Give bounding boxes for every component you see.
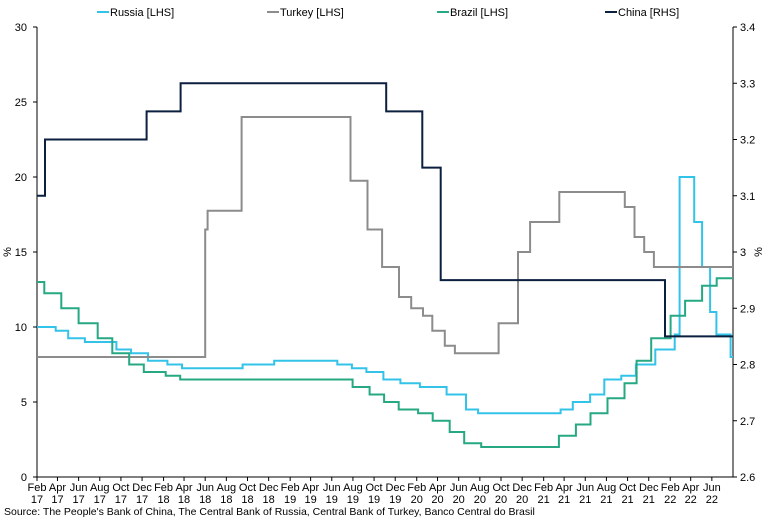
x-tick-label-month: Dec xyxy=(385,482,405,494)
series-layer xyxy=(37,82,733,448)
y-left-tick-label: 30 xyxy=(15,22,27,34)
x-tick-label-year: 17 xyxy=(115,494,127,506)
x-tick-label-year: 20 xyxy=(431,494,443,506)
y-axis-right-title: % xyxy=(753,247,765,257)
x-tick-label-year: 19 xyxy=(304,494,316,506)
x-tick-label-month: Aug xyxy=(217,482,237,494)
y-left-tick-label: 0 xyxy=(21,472,27,484)
y-right-tick-label: 2.7 xyxy=(740,416,755,428)
y-right-tick-label: 3.2 xyxy=(740,135,755,147)
x-tick-label-year: 17 xyxy=(94,494,106,506)
x-tick-label-month: Aug xyxy=(470,482,490,494)
legend-label: Russia [LHS] xyxy=(110,7,174,19)
x-tick-label-month: Jun xyxy=(196,482,214,494)
y-right-tick-label: 3.3 xyxy=(740,78,755,90)
x-tick-label-month: Feb xyxy=(28,482,47,494)
legend-label: Turkey [LHS] xyxy=(280,7,344,19)
x-tick-label-year: 22 xyxy=(706,494,718,506)
y-left-tick-label: 10 xyxy=(15,322,27,334)
x-tick-label-month: Apr xyxy=(49,482,66,494)
x-tick-label-year: 18 xyxy=(157,494,169,506)
x-tick-label-year: 21 xyxy=(600,494,612,506)
x-tick-label-month: Apr xyxy=(302,482,319,494)
x-tick-label-year: 20 xyxy=(474,494,486,506)
x-tick-label-year: 21 xyxy=(579,494,591,506)
x-tick-label-month: Oct xyxy=(492,482,509,494)
x-tick-label-month: Feb xyxy=(407,482,426,494)
series-line-turkey xyxy=(37,116,733,358)
x-tick-label-year: 17 xyxy=(136,494,148,506)
x-tick-label-month: Feb xyxy=(534,482,553,494)
x-tick-label-year: 19 xyxy=(389,494,401,506)
x-tick-label-month: Feb xyxy=(281,482,300,494)
x-tick-label-month: Oct xyxy=(112,482,129,494)
x-tick-label-year: 18 xyxy=(263,494,275,506)
x-tick-label-month: Dec xyxy=(259,482,279,494)
x-tick-label-month: Aug xyxy=(597,482,617,494)
source-note: Source: The People's Bank of China, The … xyxy=(4,506,535,518)
axes: 0 5 10 15 20 25 30 2.6 2.7 2.8 2.9 3 3.1 3.2 3.3 3.4% % F… xyxy=(2,22,765,506)
y-right-tick-label: 2.9 xyxy=(740,303,755,315)
x-tick-label-year: 17 xyxy=(72,494,84,506)
x-tick-label-year: 18 xyxy=(199,494,211,506)
x-tick-label-year: 21 xyxy=(558,494,570,506)
series-line-china xyxy=(37,82,733,338)
series-line-brazil xyxy=(37,277,733,448)
y-right-tick-label: 3 xyxy=(740,247,746,259)
x-tick-label-month: Apr xyxy=(682,482,699,494)
x-tick-label-month: Apr xyxy=(556,482,573,494)
y-right-tick-label: 3.1 xyxy=(740,191,755,203)
x-tick-label-month: Aug xyxy=(90,482,110,494)
legend-label: China [RHS] xyxy=(618,7,679,19)
x-tick-label-month: Apr xyxy=(429,482,446,494)
x-tick-label-year: 19 xyxy=(284,494,296,506)
x-tick-label-year: 19 xyxy=(347,494,359,506)
x-tick-label-year: 21 xyxy=(643,494,655,506)
x-tick-label-year: 22 xyxy=(685,494,697,506)
y-axis-left-title: % xyxy=(2,247,14,257)
x-tick-label-month: Aug xyxy=(343,482,363,494)
y-left-tick-label: 25 xyxy=(15,97,27,109)
x-tick-label-year: 18 xyxy=(220,494,232,506)
x-tick-label-year: 21 xyxy=(538,494,550,506)
legend: Russia [LHS] Turkey [LHS] Brazil [LHS] Chin… xyxy=(97,7,679,19)
x-tick-label-year: 19 xyxy=(326,494,338,506)
x-tick-label-month: Feb xyxy=(661,482,680,494)
x-tick-label-month: Jun xyxy=(450,482,468,494)
y-left-tick-label: 15 xyxy=(15,247,27,259)
x-tick-label-year: 20 xyxy=(453,494,465,506)
x-tick-label-month: Dec xyxy=(639,482,659,494)
x-tick-label-month: Dec xyxy=(512,482,532,494)
x-tick-label-year: 17 xyxy=(51,494,63,506)
x-tick-label-month: Oct xyxy=(366,482,383,494)
x-tick-label-month: Feb xyxy=(154,482,173,494)
x-tick-label-year: 21 xyxy=(621,494,633,506)
series-line-russia xyxy=(37,176,733,415)
x-tick-label-year: 22 xyxy=(664,494,676,506)
x-tick-label-year: 20 xyxy=(411,494,423,506)
x-tick-label-month: Apr xyxy=(175,482,192,494)
x-tick-label-month: Dec xyxy=(132,482,152,494)
x-tick-label-month: Jun xyxy=(70,482,88,494)
x-tick-label-year: 20 xyxy=(516,494,528,506)
x-tick-label-month: Oct xyxy=(239,482,256,494)
y-right-tick-label: 2.8 xyxy=(740,360,755,372)
legend-label: Brazil [LHS] xyxy=(450,7,508,19)
x-tick-label-month: Jun xyxy=(703,482,721,494)
x-tick-label-year: 20 xyxy=(495,494,507,506)
x-tick-label-year: 18 xyxy=(241,494,253,506)
y-left-tick-label: 20 xyxy=(15,172,27,184)
x-tick-label-month: Jun xyxy=(576,482,594,494)
x-tick-label-year: 19 xyxy=(368,494,380,506)
x-tick-label-year: 17 xyxy=(31,494,43,506)
y-left-tick-label: 5 xyxy=(21,397,27,409)
x-tick-label-month: Jun xyxy=(323,482,341,494)
x-tick-label-year: 18 xyxy=(178,494,190,506)
y-right-tick-label: 2.6 xyxy=(740,472,755,484)
x-tick-label-month: Oct xyxy=(619,482,636,494)
y-right-tick-label: 3.4 xyxy=(740,22,755,34)
